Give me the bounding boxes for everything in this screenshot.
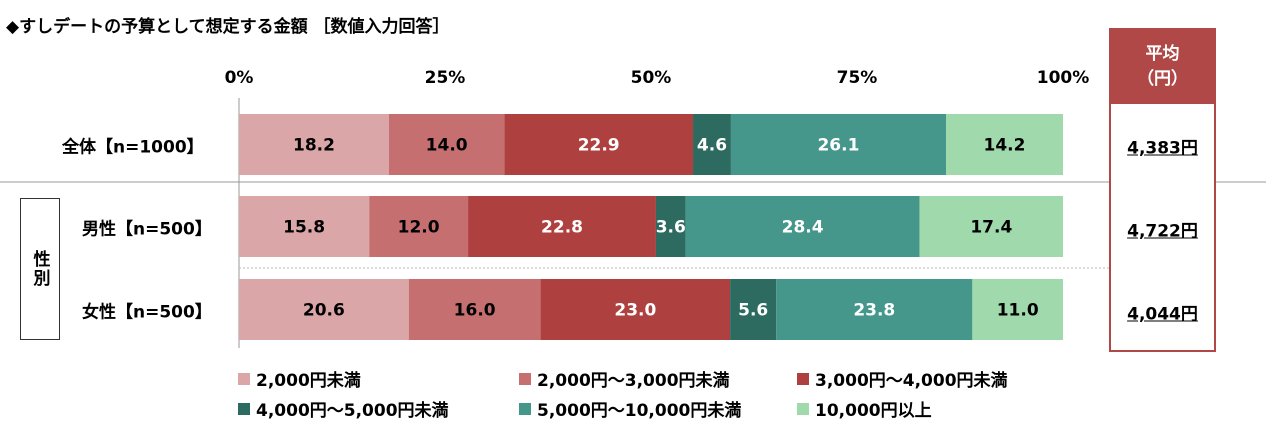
average-value-male: 4,722円 [1127, 221, 1198, 242]
legend-label-5: 5,000円～10,000円未満 [537, 401, 742, 421]
data-label: 3.6 [656, 218, 686, 238]
bar-segment [369, 196, 469, 257]
bar-segment [239, 114, 389, 175]
legend-label-2: 2,000円～3,000円未満 [537, 371, 730, 391]
legend-label-4: 4,000円～5,000円未満 [256, 401, 449, 421]
data-label: 16.0 [454, 301, 496, 321]
data-label: 11.0 [997, 301, 1039, 321]
average-header: 平均 （円） [1111, 30, 1214, 104]
bar-segment [730, 114, 946, 175]
bar-segment [776, 279, 973, 340]
bar-segment [693, 114, 731, 175]
legend-swatch-2 [519, 372, 531, 385]
bar-segment [945, 114, 1063, 175]
data-label: 18.2 [293, 136, 335, 156]
legend-item-6: 10,000円以上 [797, 396, 932, 421]
legend-item-5: 5,000円～10,000円未満 [519, 396, 741, 421]
row-label-male: 男性【n=500】 [82, 219, 212, 240]
row-label-female: 女性【n=500】 [82, 302, 212, 323]
bar-segment [388, 114, 505, 175]
average-header-unit: （円） [1137, 69, 1188, 89]
average-panel: 平均 （円） [1109, 28, 1216, 352]
legend-label-6: 10,000円以上 [815, 401, 932, 421]
row-label-total: 全体【n=1000】 [62, 137, 204, 158]
data-label: 23.0 [614, 301, 656, 321]
bar-segment [685, 196, 920, 257]
legend-swatch-4 [238, 402, 250, 415]
legend-swatch-1 [238, 372, 250, 385]
legend-label-1: 2,000円未満 [256, 371, 361, 391]
legend-label-3: 3,000円～4,000円未満 [815, 371, 1008, 391]
bar-segment [504, 114, 694, 175]
data-label: 26.1 [817, 136, 859, 156]
average-value-total: 4,383円 [1127, 138, 1198, 159]
data-label: 5.6 [738, 301, 768, 321]
bar-segment [655, 196, 686, 257]
legend-item-1: 2,000円未満 [238, 366, 361, 391]
axis-tick-25: 25% [424, 68, 466, 88]
data-label: 14.0 [426, 136, 468, 156]
data-label: 23.8 [853, 301, 895, 321]
bar-segment [919, 196, 1063, 257]
data-label: 22.8 [541, 218, 583, 238]
data-label: 12.0 [398, 218, 440, 238]
legend-swatch-5 [519, 402, 531, 415]
bar-segment [972, 279, 1063, 340]
legend-swatch-3 [797, 372, 809, 385]
axis-tick-100: 100% [1036, 68, 1090, 88]
axis-tick-50: 50% [630, 68, 672, 88]
bar-segment [239, 196, 370, 257]
chart-title: ◆すしデートの予算として想定する金額 ［数値入力回答］ [6, 17, 450, 37]
bar-segment [540, 279, 731, 340]
average-value-female: 4,044円 [1127, 304, 1198, 325]
legend-item-3: 3,000円～4,000円未満 [797, 366, 1008, 391]
bar-segment [408, 279, 541, 340]
data-label: 17.4 [970, 218, 1012, 238]
data-label: 14.2 [984, 136, 1026, 156]
legend-swatch-6 [797, 402, 809, 415]
average-header-title: 平均 [1145, 44, 1180, 65]
legend-item-4: 4,000円～5,000円未満 [238, 396, 449, 421]
axis-tick-0: 0% [224, 68, 254, 88]
bar-segment [239, 279, 409, 340]
bar-segment [730, 279, 777, 340]
data-label: 15.8 [283, 218, 325, 238]
gender-group-box: 性別 [20, 198, 60, 340]
data-label: 4.6 [697, 136, 727, 156]
axis-tick-75: 75% [836, 68, 878, 88]
data-label: 28.4 [782, 218, 824, 238]
gender-group-label: 性別 [29, 250, 50, 288]
legend-item-2: 2,000円～3,000円未満 [519, 366, 730, 391]
data-label: 22.9 [578, 136, 620, 156]
data-label: 20.6 [303, 301, 345, 321]
bar-segment [468, 196, 656, 257]
